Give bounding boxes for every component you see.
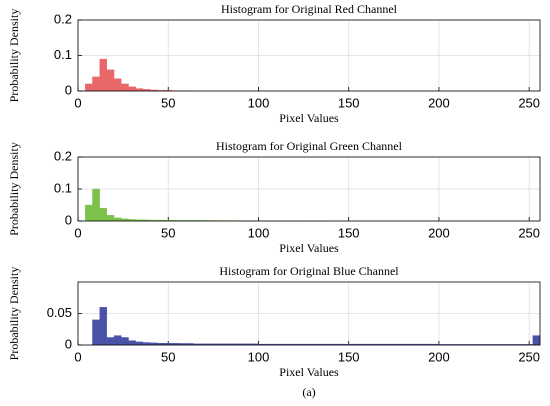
y-tick-label: 0 [65,82,72,97]
y-tick-label: 0.1 [54,47,72,62]
bar [113,78,122,92]
x-tick-label: 200 [428,95,450,110]
x-tick-label: 100 [248,349,270,364]
bar [99,307,108,346]
y-tick-label: 0 [65,212,72,227]
y-tick-label: 0.05 [47,305,72,320]
x-tick-label: 150 [338,95,360,110]
x-tick-label: 150 [338,225,360,240]
bar [121,337,129,346]
y-axis-label: Probability Density [7,142,21,236]
x-tick-label: 100 [248,95,270,110]
bar [113,335,122,346]
x-tick-label: 50 [161,225,175,240]
axes-frame [77,19,541,92]
bar [106,337,115,346]
chart-title: Histogram for Original Blue Channel [219,264,399,278]
bar [99,58,108,92]
axes-frame [77,281,541,346]
x-tick-label: 0 [74,349,81,364]
y-tick-label: 0.2 [54,148,72,163]
chart-title: Histogram for Original Red Channel [221,2,398,16]
bar [92,319,100,346]
x-tick-label: 200 [428,349,450,364]
caption: (a) [302,385,315,399]
y-tick-label: 0.2 [54,11,72,26]
bar [85,83,93,92]
bar [135,341,144,346]
x-tick-label: 150 [338,349,360,364]
y-tick-label: 0.1 [54,180,72,195]
x-tick-label: 50 [161,95,175,110]
bar [106,69,115,92]
bar [85,204,93,222]
y-tick-label: 0 [65,336,72,351]
x-tick-label: 250 [518,225,540,240]
bar [532,335,541,346]
bar [113,217,122,222]
bar [92,188,100,222]
x-tick-label: 100 [248,225,270,240]
chart-title: Histogram for Original Green Channel [216,139,403,153]
x-tick-label: 0 [74,95,81,110]
x-axis-label: Pixel Values [279,365,339,379]
bar [99,208,108,222]
x-tick-label: 200 [428,225,450,240]
x-tick-label: 250 [518,349,540,364]
x-tick-label: 0 [74,225,81,240]
bar [92,76,100,92]
bar [106,215,115,222]
bar [121,83,129,92]
x-axis-label: Pixel Values [279,241,339,255]
y-axis-label: Probability Density [7,9,21,103]
bar [128,340,136,346]
bar [128,86,136,92]
x-tick-label: 50 [161,349,175,364]
x-axis-label: Pixel Values [279,111,339,125]
y-axis-label: Probability Density [7,267,21,361]
axes-frame [77,156,541,222]
x-tick-label: 250 [518,95,540,110]
